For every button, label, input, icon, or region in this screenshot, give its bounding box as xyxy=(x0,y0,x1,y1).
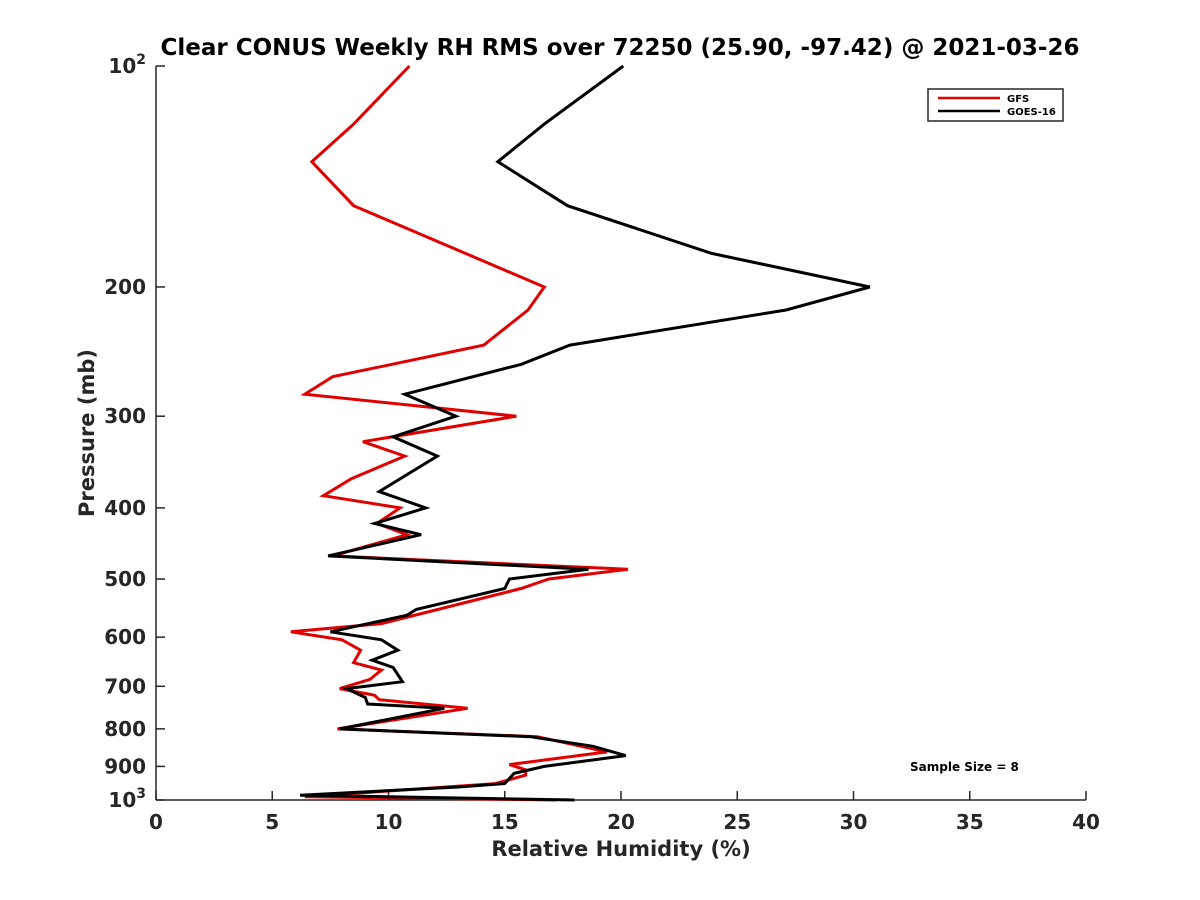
y-tick-label: 700 xyxy=(104,674,146,698)
x-tick-label: 30 xyxy=(840,810,868,834)
y-power-exponent: 3 xyxy=(136,786,146,802)
x-tick-label: 20 xyxy=(607,810,635,834)
series-line-goes16 xyxy=(300,64,871,802)
series-layer xyxy=(290,64,871,802)
legend-box xyxy=(927,88,1064,122)
y-tick-label: 600 xyxy=(104,625,146,649)
x-tick-label: 15 xyxy=(491,810,519,834)
x-tick-label: 5 xyxy=(265,810,279,834)
y-tick-label: 900 xyxy=(104,754,146,778)
y-power-exponent: 2 xyxy=(136,52,146,68)
x-tick-label: 10 xyxy=(375,810,403,834)
y-axis-title: Pressure (mb) xyxy=(75,349,99,517)
y-tick-label: 800 xyxy=(104,717,146,741)
x-tick-label: 35 xyxy=(956,810,984,834)
x-tick-label: 0 xyxy=(149,810,163,834)
legend: GFS GOES-16 xyxy=(927,88,1064,122)
x-axis-title: Relative Humidity (%) xyxy=(491,837,750,861)
x-tick-label: 40 xyxy=(1072,810,1100,834)
y-power-base: 10 xyxy=(108,54,136,78)
chart-title: Clear CONUS Weekly RH RMS over 72250 (25… xyxy=(161,35,1080,61)
y-power-base: 10 xyxy=(108,788,136,812)
x-tick-label: 25 xyxy=(723,810,751,834)
y-tick-label: 500 xyxy=(104,567,146,591)
y-tick-label: 300 xyxy=(104,404,146,428)
legend-label-goes16: GOES-16 xyxy=(1007,107,1056,118)
y-tick-label: 400 xyxy=(104,496,146,520)
y-power-label: 102 xyxy=(108,52,146,78)
sample-size-annotation: Sample Size = 8 xyxy=(910,760,1019,774)
y-power-label: 103 xyxy=(108,786,146,812)
y-tick-label: 200 xyxy=(104,275,146,299)
x-ticks: 0 5 10 15 20 25 30 35 40 xyxy=(149,791,1100,834)
legend-label-gfs: GFS xyxy=(1007,94,1029,105)
